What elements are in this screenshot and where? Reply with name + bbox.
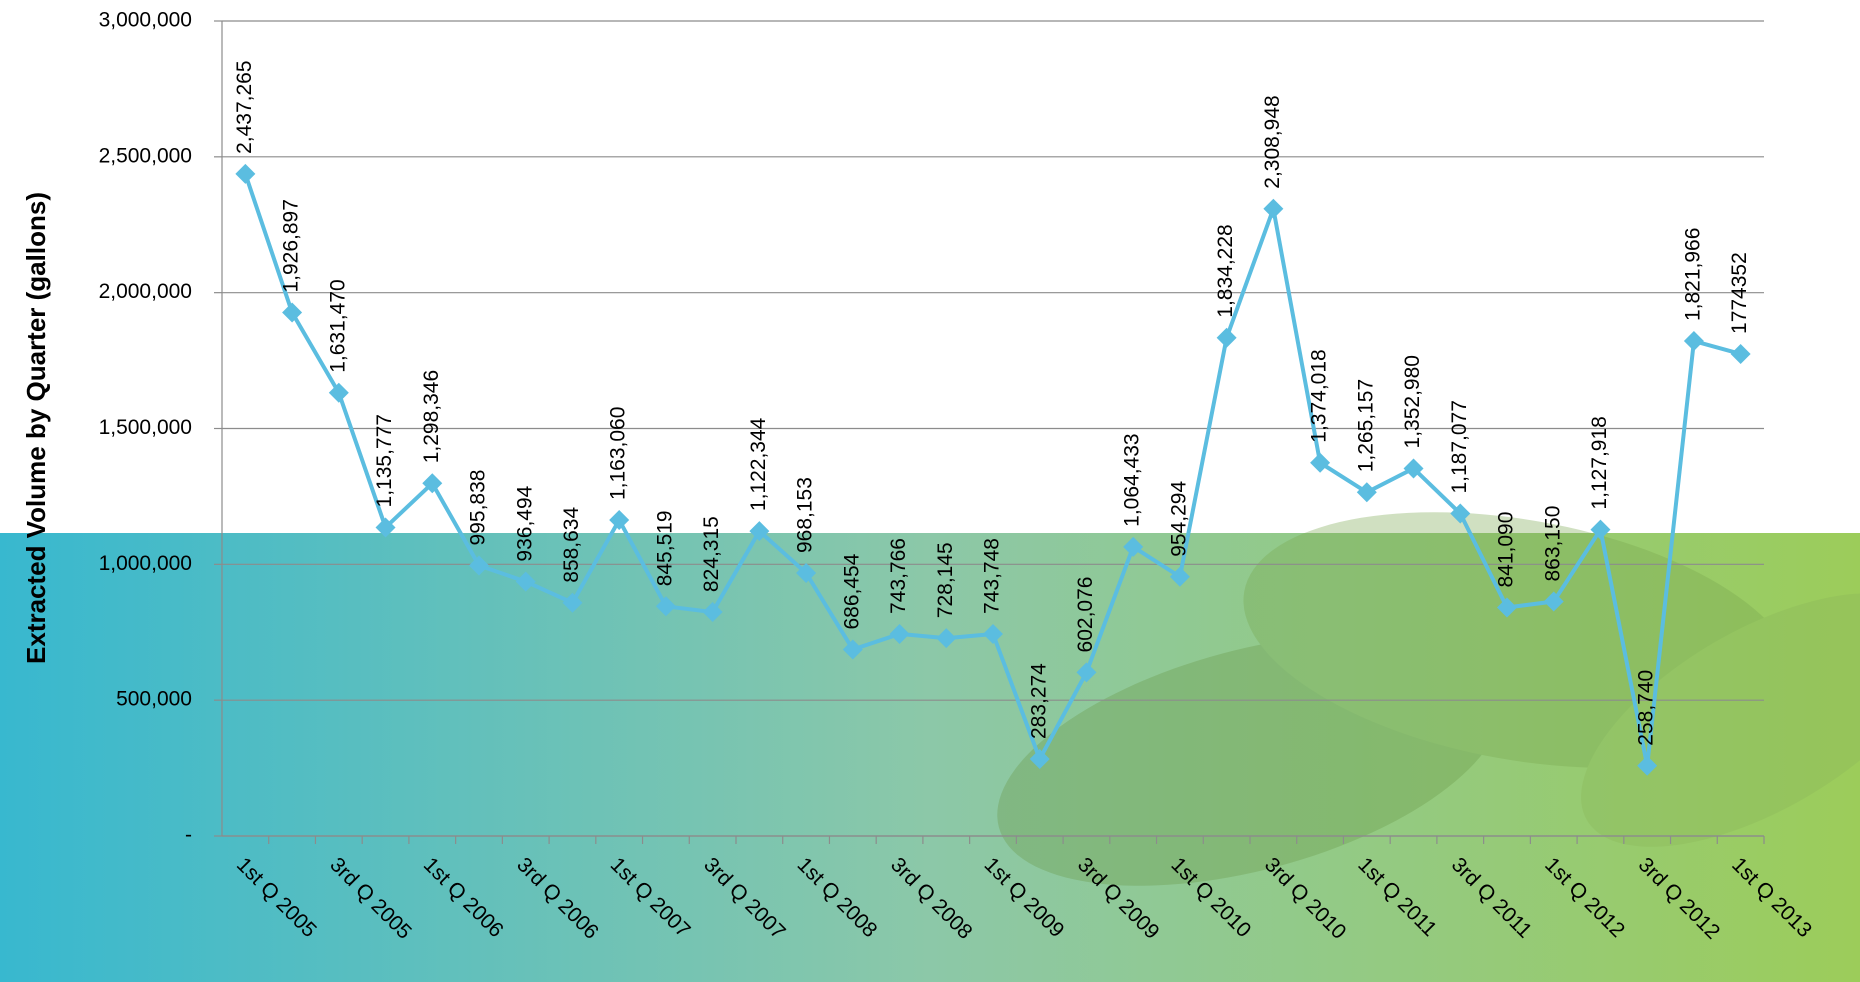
- data-label: 936,494: [513, 485, 536, 561]
- data-label: 743,748: [981, 538, 1004, 614]
- point-marker: [609, 510, 630, 531]
- data-label: 743,766: [887, 538, 910, 614]
- point-marker: [1543, 591, 1564, 612]
- point-marker: [1683, 331, 1704, 352]
- point-marker: [1497, 597, 1517, 618]
- data-label: 1774352: [1728, 252, 1751, 334]
- data-label: 968,153: [794, 477, 817, 553]
- data-label: 1,265,157: [1354, 379, 1377, 472]
- leaf-decoration: [997, 512, 1860, 886]
- data-label: 1,135,777: [373, 414, 396, 507]
- point-marker: [1076, 662, 1097, 683]
- data-label: 1,122,344: [747, 417, 770, 511]
- point-marker: [1356, 482, 1377, 503]
- data-label: 841,090: [1495, 512, 1518, 588]
- data-label: 1,834,228: [1214, 224, 1237, 317]
- y-tick-label: -: [185, 824, 192, 847]
- data-label: 2,437,265: [233, 60, 256, 153]
- point-marker: [749, 521, 770, 542]
- data-label: 1,298,346: [420, 370, 443, 463]
- point-marker: [1310, 452, 1331, 473]
- point-marker: [1169, 566, 1190, 587]
- y-tick-label: 2,500,000: [99, 144, 192, 167]
- data-label: 858,634: [560, 507, 583, 583]
- point-marker: [842, 639, 863, 660]
- y-axis-title: Extracted Volume by Quarter (gallons): [21, 192, 51, 664]
- data-label: 995,838: [467, 470, 490, 546]
- y-tick-label: 500,000: [116, 688, 192, 711]
- data-label: 1,064,433: [1121, 433, 1144, 526]
- point-marker: [1216, 327, 1237, 348]
- point-marker: [1403, 458, 1424, 479]
- point-marker: [1730, 343, 1751, 364]
- data-label: 1,926,897: [280, 199, 303, 292]
- data-label: 863,150: [1541, 506, 1564, 582]
- y-tick-label: 3,000,000: [99, 9, 192, 32]
- point-marker: [1029, 749, 1050, 770]
- y-tick-label: 1,500,000: [99, 416, 192, 439]
- point-marker: [1450, 503, 1471, 524]
- point-marker: [655, 596, 676, 617]
- point-marker: [889, 623, 910, 644]
- data-label: 2,308,948: [1261, 95, 1284, 188]
- data-label: 602,076: [1074, 577, 1097, 653]
- point-marker: [1590, 519, 1611, 540]
- point-marker: [562, 592, 583, 613]
- y-tick-label: 2,000,000: [99, 280, 192, 303]
- point-marker: [936, 628, 957, 649]
- data-label: 1,631,470: [326, 279, 349, 372]
- data-label: 1,187,077: [1448, 400, 1471, 493]
- data-label: 1,127,918: [1588, 416, 1611, 509]
- point-marker: [235, 163, 256, 184]
- point-marker: [1637, 755, 1658, 776]
- point-marker: [1123, 536, 1144, 557]
- point-marker: [328, 382, 349, 403]
- data-label: 728,145: [934, 542, 957, 618]
- point-marker: [282, 302, 303, 323]
- data-label: 686,454: [840, 553, 863, 629]
- data-label: 1,374,018: [1308, 349, 1331, 442]
- point-marker: [796, 562, 817, 583]
- point-marker: [702, 602, 723, 623]
- y-tick-label: 1,000,000: [99, 552, 192, 575]
- point-marker: [1263, 198, 1284, 219]
- data-label: 258,740: [1635, 670, 1658, 746]
- data-label: 283,274: [1027, 663, 1050, 739]
- background-band: [0, 533, 1860, 982]
- data-label: 1,821,966: [1681, 228, 1704, 321]
- data-label: 845,519: [653, 510, 676, 586]
- point-marker: [422, 473, 443, 494]
- data-label: 954,294: [1167, 481, 1190, 557]
- data-label: 824,315: [700, 516, 723, 592]
- point-marker: [983, 623, 1003, 644]
- point-marker: [375, 517, 396, 538]
- data-label: 1,163,060: [607, 407, 630, 500]
- data-label: 1,352,980: [1401, 355, 1424, 448]
- point-marker: [515, 571, 536, 592]
- point-marker: [469, 555, 489, 576]
